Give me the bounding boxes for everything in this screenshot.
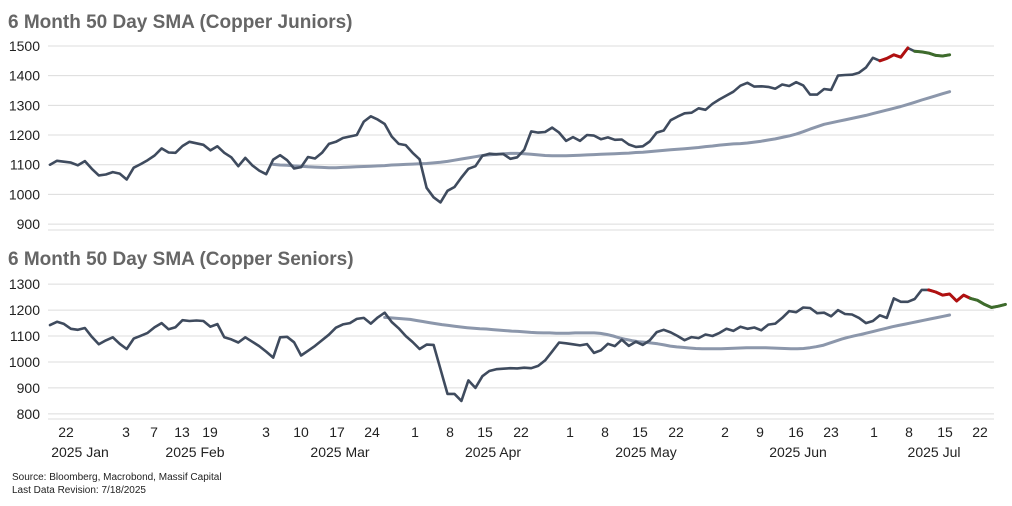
x-axis: 22 3 7 13 19 3 10 17 24 1 8 15 22 1 8 15 22 2 9 16 23 1 8 15 222…: [51, 424, 988, 460]
month-label: 2025 Feb: [165, 444, 224, 460]
sma-series-line: [383, 313, 952, 351]
y-tick-label: 1100: [10, 328, 40, 344]
y-tick-label: 1200: [9, 127, 40, 143]
y-tick-label: 900: [17, 380, 41, 396]
x-tick-label: 1: [870, 424, 878, 440]
x-tick-label: 13: [174, 424, 190, 440]
month-label: 2025 Mar: [310, 444, 369, 460]
x-tick-label: 8: [446, 424, 454, 440]
x-tick-label: 23: [823, 424, 839, 440]
month-label: 2025 Jul: [908, 444, 961, 460]
x-tick-label: 16: [788, 424, 804, 440]
x-tick-label: 15: [477, 424, 493, 440]
x-tick-label: 1: [411, 424, 419, 440]
x-tick-label: 22: [58, 424, 74, 440]
x-tick-label: 8: [905, 424, 913, 440]
x-tick-label: 15: [632, 424, 648, 440]
x-tick-label: 10: [293, 424, 309, 440]
x-tick-label: 7: [150, 424, 158, 440]
sma-series-line: [271, 90, 952, 170]
x-tick-label: 8: [601, 424, 609, 440]
x-tick-label: 22: [513, 424, 529, 440]
highlight-red-segment: [878, 46, 910, 63]
month-label: 2025 Jan: [51, 444, 109, 460]
price-series-line: [48, 46, 951, 204]
y-tick-label: 1000: [9, 186, 40, 202]
x-tick-label: 17: [329, 424, 345, 440]
month-label: 2025 May: [615, 444, 676, 460]
y-tick-label: 1500: [9, 38, 40, 54]
y-tick-label: 1000: [9, 354, 40, 370]
y-tick-label: 1300: [9, 276, 40, 292]
juniors-chart: 900 1000 1100 1200 1300 1400 1500: [9, 38, 994, 232]
y-tick-label: 800: [17, 406, 41, 422]
x-tick-label: 22: [668, 424, 684, 440]
highlight-red-segment: [927, 288, 972, 303]
revision-note: Last Data Revision: 7/18/2025: [12, 485, 146, 496]
highlight-green-segment: [969, 296, 1007, 309]
seniors-chart: 800 900 1000 1100 1200 1300: [9, 276, 1007, 422]
x-tick-label: 3: [262, 424, 270, 440]
x-tick-label: 15: [937, 424, 953, 440]
y-tick-label: 1300: [9, 97, 40, 113]
y-tick-label: 1100: [10, 157, 40, 173]
x-tick-label: 3: [122, 424, 130, 440]
x-tick-label: 22: [972, 424, 988, 440]
source-note: Source: Bloomberg, Macrobond, Massif Cap…: [12, 472, 222, 483]
x-tick-label: 19: [202, 424, 218, 440]
x-tick-label: 24: [364, 424, 380, 440]
month-label: 2025 Apr: [465, 444, 521, 460]
month-label: 2025 Jun: [769, 444, 827, 460]
price-series-line: [48, 288, 1007, 403]
y-tick-label: 900: [17, 216, 41, 232]
y-tick-label: 1200: [9, 302, 40, 318]
juniors-chart-title: 6 Month 50 Day SMA (Copper Juniors): [8, 12, 353, 33]
highlight-green-segment: [913, 49, 952, 58]
x-tick-label: 2: [721, 424, 729, 440]
y-tick-label: 1400: [9, 68, 40, 84]
x-tick-label: 1: [566, 424, 574, 440]
seniors-chart-title: 6 Month 50 Day SMA (Copper Seniors): [8, 249, 354, 270]
x-tick-label: 9: [756, 424, 764, 440]
